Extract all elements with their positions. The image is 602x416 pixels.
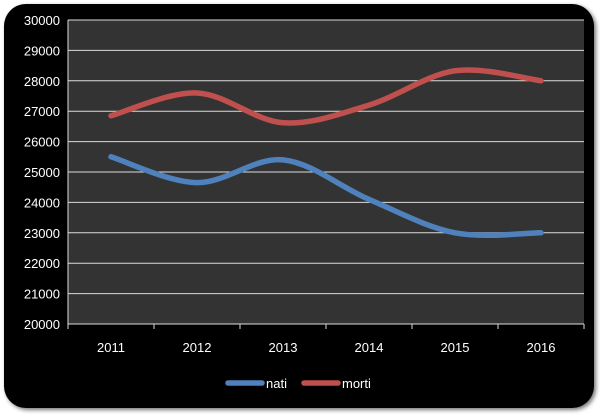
x-axis-tick-labels: 2011 2012 2013 2014 2015 2016 — [97, 340, 555, 355]
x-tick-label: 2012 — [183, 340, 212, 355]
y-tick-label: 27000 — [24, 104, 60, 119]
x-tick-label: 2011 — [97, 340, 125, 355]
y-tick-label: 24000 — [24, 195, 60, 210]
x-tick-label: 2015 — [441, 340, 470, 355]
legend: nati morti — [225, 376, 371, 391]
y-tick-label: 23000 — [24, 226, 60, 241]
x-tick-label: 2016 — [527, 340, 556, 355]
y-axis-tick-labels: 20000 21000 22000 23000 24000 25000 26000 27000… — [24, 13, 60, 332]
series-line-morti — [108, 67, 544, 126]
y-tick-label: 25000 — [24, 165, 60, 180]
x-tick-label: 2014 — [355, 340, 384, 355]
y-tick-label: 28000 — [24, 74, 60, 89]
legend-label-morti: morti — [342, 376, 371, 391]
y-tick-label: 21000 — [24, 287, 60, 302]
y-tick-label: 29000 — [24, 43, 60, 58]
legend-label-nati: nati — [266, 376, 287, 391]
y-tick-label: 30000 — [24, 13, 60, 28]
axes — [67, 20, 585, 329]
y-tick-label: 26000 — [24, 135, 60, 150]
series-line-nati — [108, 154, 544, 239]
x-tick-label: 2013 — [269, 340, 298, 355]
y-tick-label: 20000 — [24, 317, 60, 332]
series-lines — [108, 67, 544, 239]
y-tick-label: 22000 — [24, 256, 60, 271]
